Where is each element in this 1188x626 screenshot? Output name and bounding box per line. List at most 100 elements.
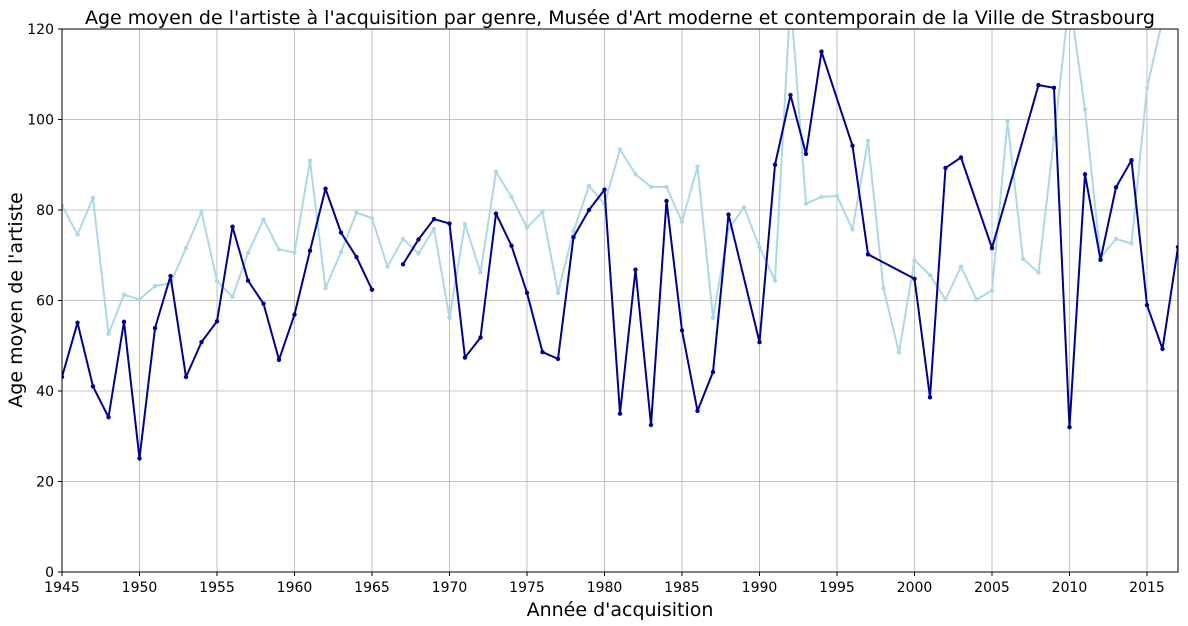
x-tick-label: 1975 (509, 580, 545, 596)
data-point (679, 328, 685, 333)
data-point (230, 294, 235, 300)
data-point (710, 369, 716, 375)
data-point (1144, 302, 1150, 308)
data-point (245, 250, 251, 256)
data-point (865, 138, 871, 143)
y-axis-label: Age moyen de l'artiste (5, 192, 27, 407)
data-point (834, 193, 840, 199)
data-point (214, 319, 220, 324)
data-point (1067, 425, 1072, 430)
data-point (617, 147, 623, 152)
data-point (788, 92, 793, 98)
x-tick-label: 1945 (44, 580, 80, 596)
data-point (1051, 136, 1057, 141)
data-point (881, 286, 886, 291)
data-point (416, 251, 421, 256)
data-point (710, 315, 716, 320)
x-tick-label: 1985 (664, 580, 700, 596)
data-point (276, 357, 282, 362)
data-point (338, 230, 344, 235)
x-tick-label: 1970 (432, 580, 468, 596)
x-tick-label: 2015 (1129, 580, 1165, 596)
data-point (540, 209, 545, 215)
data-point (509, 194, 514, 200)
data-point (989, 288, 995, 293)
data-point (447, 221, 452, 226)
data-point (633, 267, 638, 272)
data-point (648, 422, 654, 428)
data-point (75, 320, 80, 325)
data-point (168, 273, 173, 279)
data-point (602, 187, 607, 192)
data-point (199, 339, 204, 345)
data-point (261, 301, 266, 306)
data-point (664, 184, 669, 190)
data-point (850, 143, 855, 148)
data-point (1160, 18, 1164, 22)
data-point (757, 339, 762, 345)
data-point (1098, 257, 1103, 262)
data-point (555, 290, 561, 296)
data-point (199, 209, 204, 215)
x-tick-label: 1980 (587, 580, 623, 596)
data-point (958, 155, 964, 160)
data-point (648, 184, 654, 190)
y-tick-label: 20 (36, 475, 54, 491)
x-tick-label: 1995 (819, 580, 855, 596)
data-point (912, 276, 917, 281)
data-point (323, 186, 328, 191)
data-point (617, 411, 623, 416)
data-point (478, 270, 483, 275)
data-point (307, 248, 313, 253)
data-point (106, 415, 111, 420)
data-point (1051, 85, 1057, 91)
data-point (819, 194, 824, 200)
data-point (431, 226, 437, 232)
data-point (1082, 107, 1088, 112)
y-axis-ticks: 0 20 40 60 80 100 120 (27, 22, 62, 581)
y-tick-label: 120 (27, 22, 54, 38)
x-axis-ticks: 1945 1950 1955 1960 1965 1970 1975 1980 1985 1990… (44, 572, 1165, 596)
chart-title: Age moyen de l'artiste à l'acquisition p… (85, 7, 1155, 29)
data-point (571, 229, 576, 234)
data-point (1082, 172, 1088, 177)
data-point (524, 225, 530, 230)
series-layer (62, 18, 1178, 461)
data-point (354, 210, 359, 215)
y-tick-label: 80 (36, 203, 54, 219)
y-tick-label: 60 (36, 294, 54, 310)
data-point (927, 272, 933, 278)
y-tick-label: 40 (36, 384, 54, 400)
data-point (292, 250, 297, 255)
y-tick-label: 100 (27, 113, 54, 129)
data-point (1113, 185, 1119, 190)
x-tick-label: 2000 (897, 580, 933, 596)
data-point (462, 221, 468, 227)
data-point (385, 264, 390, 269)
data-point (90, 195, 96, 200)
x-tick-label: 2010 (1052, 580, 1088, 596)
data-point (586, 207, 592, 213)
data-point (540, 349, 545, 355)
data-point (354, 254, 359, 260)
data-point (416, 237, 421, 242)
data-point (524, 290, 530, 296)
x-tick-label: 1955 (199, 580, 235, 596)
series-line (62, 29, 1162, 354)
data-point (1160, 346, 1165, 352)
data-point (62, 203, 65, 208)
data-point (958, 264, 964, 269)
data-point (927, 395, 933, 400)
data-point (152, 283, 158, 289)
data-point (400, 236, 406, 242)
data-point (121, 292, 127, 297)
data-point (292, 312, 297, 317)
data-point (896, 350, 902, 355)
data-point (695, 164, 700, 169)
data-point (276, 247, 282, 252)
data-point (307, 158, 313, 163)
data-point (1020, 256, 1026, 262)
data-point (62, 374, 65, 380)
data-point (1036, 82, 1041, 88)
